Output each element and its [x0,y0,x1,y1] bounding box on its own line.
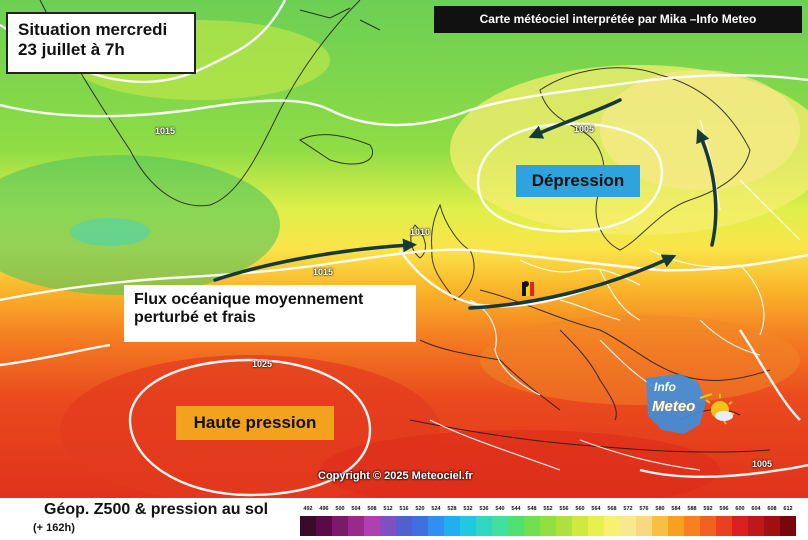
color-scale-value: 560 [575,506,585,512]
color-scale-swatch [764,516,780,536]
color-scale-bar [300,516,796,536]
color-scale-value: 580 [655,506,665,512]
situation-title-box: Situation mercredi 23 juillet à 7h [6,12,196,74]
color-scale-labels: 492 496 500 504 508 512 516 520 524 528 532 536 540 5… [300,506,796,516]
color-scale-value: 604 [751,506,761,512]
color-scale-swatch [508,516,524,536]
belgium-flag-marker [522,281,534,296]
copyright-text: Copyright © 2025 Meteociel.fr [318,470,473,482]
color-scale-value: 500 [335,506,345,512]
color-scale-value: 572 [623,506,633,512]
color-scale-value: 504 [351,506,361,512]
arrow-scandinavia-north [696,128,718,247]
color-scale-swatch [620,516,636,536]
color-scale-swatch [476,516,492,536]
color-scale-swatch [332,516,348,536]
color-scale-value: 520 [415,506,425,512]
color-scale-value: 588 [687,506,697,512]
color-scale-value: 544 [511,506,521,512]
color-scale-value: 584 [671,506,681,512]
legend-subtitle: (+ 162h) [33,522,75,534]
color-scale-swatch [652,516,668,536]
info-meteo-logo: Info Meteo [640,372,736,442]
color-scale-value: 576 [639,506,649,512]
color-scale-value: 532 [463,506,473,512]
flow-arrows [213,98,718,310]
arrow-continental-flow [468,254,677,310]
color-scale-value: 600 [735,506,745,512]
haute-pression-label: Haute pression [176,406,334,440]
isobar-label: 1015 [155,126,176,136]
isobars [0,0,808,495]
color-scale-value: 568 [607,506,617,512]
color-scale-value: 508 [367,506,377,512]
color-scale-swatch [604,516,620,536]
color-scale-swatch [412,516,428,536]
flux-label-line2: perturbé et frais [134,309,256,327]
flux-label-box: Flux océanique moyennement perturbé et f… [124,285,416,342]
isobar-label: 1010 [410,227,431,237]
isobar-label: 1015 [313,267,334,277]
color-scale-swatch [524,516,540,536]
color-scale-swatch [780,516,796,536]
color-scale-value: 492 [303,506,313,512]
color-scale-swatch [700,516,716,536]
situation-title-line2: 23 juillet à 7h [18,39,125,59]
z500-red-africa [320,430,720,498]
color-scale-value: 524 [431,506,441,512]
color-scale-value: 540 [495,506,505,512]
color-scale-swatch [668,516,684,536]
color-scale-value: 528 [447,506,457,512]
color-scale-swatch [428,516,444,536]
color-scale-value: 536 [479,506,489,512]
logo-text-info: Info [654,380,676,394]
flux-label-line1: Flux océanique moyennement [134,291,364,308]
color-scale-value: 608 [767,506,777,512]
color-scale-value: 552 [543,506,553,512]
color-scale-value: 512 [383,506,393,512]
depression-label: Dépression [516,165,640,197]
color-scale-value: 556 [559,506,569,512]
arrow-atlantic-flow [213,238,417,282]
color-scale-value: 612 [783,506,793,512]
color-scale-swatch [316,516,332,536]
coastlines [39,0,771,453]
isobar-label: 1005 [752,459,773,469]
color-scale-swatch [732,516,748,536]
z500-green-core [70,218,150,246]
color-scale-swatch [396,516,412,536]
color-scale-value: 564 [591,506,601,512]
situation-title-line1: Situation mercredi [18,20,168,39]
synoptic-map [0,0,808,498]
color-scale-swatch [444,516,460,536]
color-scale-swatch [748,516,764,536]
color-scale-swatch [380,516,396,536]
arrow-scandinavia-west [528,98,622,139]
color-scale-swatch [460,516,476,536]
color-scale-value: 548 [527,506,537,512]
logo-shape-icon [646,374,735,434]
color-scale-value: 592 [703,506,713,512]
legend-title: Géop. Z500 & pression au sol [44,501,269,518]
color-scale-value: 516 [399,506,409,512]
color-scale-value: 496 [319,506,329,512]
isobar-label: 1025 [252,359,273,369]
color-scale-swatch [556,516,572,536]
color-scale-swatch [572,516,588,536]
color-scale-swatch [492,516,508,536]
color-scale-swatch [348,516,364,536]
logo-text-meteo: Meteo [652,398,696,415]
color-scale-swatch [364,516,380,536]
color-scale-value: 596 [719,506,729,512]
color-scale-swatch [588,516,604,536]
color-scale-swatch [636,516,652,536]
color-scale-swatch [300,516,316,536]
isobar-label: 1005 [574,124,595,134]
color-scale-swatch [684,516,700,536]
header-banner: Carte météociel interprétée par Mika –In… [434,6,802,33]
color-scale-swatch [540,516,556,536]
color-scale-swatch [716,516,732,536]
